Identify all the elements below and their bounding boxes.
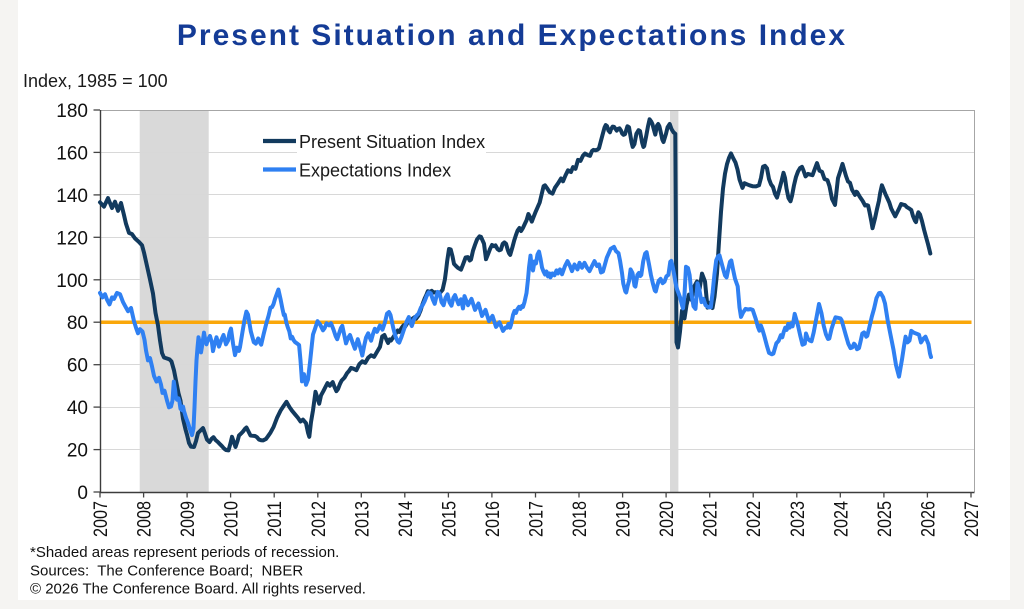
svg-text:2008: 2008 [135,501,156,537]
svg-text:2020: 2020 [657,501,678,537]
svg-text:2027: 2027 [962,501,983,537]
svg-text:2007: 2007 [91,501,112,537]
svg-text:© 2026 The Conference Board. A: © 2026 The Conference Board. All rights … [30,581,366,598]
svg-text:2021: 2021 [701,501,722,537]
svg-text:0: 0 [77,483,88,504]
svg-text:Present Situation Index: Present Situation Index [299,132,485,152]
svg-text:*Shaded areas represent period: *Shaded areas represent periods of reces… [30,544,339,561]
svg-text:2018: 2018 [570,501,591,537]
svg-text:2010: 2010 [222,501,243,537]
svg-text:120: 120 [56,228,88,249]
svg-text:Sources: The Conference Board: Sources: The Conference Board; NBER [30,563,303,580]
svg-text:20: 20 [67,441,88,462]
svg-text:2026: 2026 [918,501,939,537]
svg-text:2009: 2009 [178,501,199,537]
svg-text:2012: 2012 [309,501,330,537]
svg-text:2015: 2015 [439,501,460,537]
svg-text:2016: 2016 [483,501,504,537]
svg-text:Index, 1985 = 100: Index, 1985 = 100 [23,71,168,91]
svg-text:80: 80 [67,313,88,334]
svg-text:Present Situation and Expectat: Present Situation and Expectations Index [177,19,847,52]
svg-text:2017: 2017 [527,501,548,537]
svg-text:2024: 2024 [831,501,852,537]
svg-text:2013: 2013 [352,501,373,537]
svg-text:2014: 2014 [396,501,417,537]
svg-text:2022: 2022 [744,501,765,537]
svg-text:160: 160 [56,143,88,164]
svg-text:140: 140 [56,186,88,207]
svg-text:40: 40 [67,398,88,419]
svg-text:2019: 2019 [614,501,635,537]
svg-text:2025: 2025 [875,501,896,537]
svg-text:Expectations Index: Expectations Index [299,161,451,181]
svg-text:100: 100 [56,271,88,292]
svg-text:180: 180 [56,101,88,122]
svg-text:2023: 2023 [788,501,809,537]
svg-text:2011: 2011 [265,501,286,537]
svg-text:60: 60 [67,356,88,377]
